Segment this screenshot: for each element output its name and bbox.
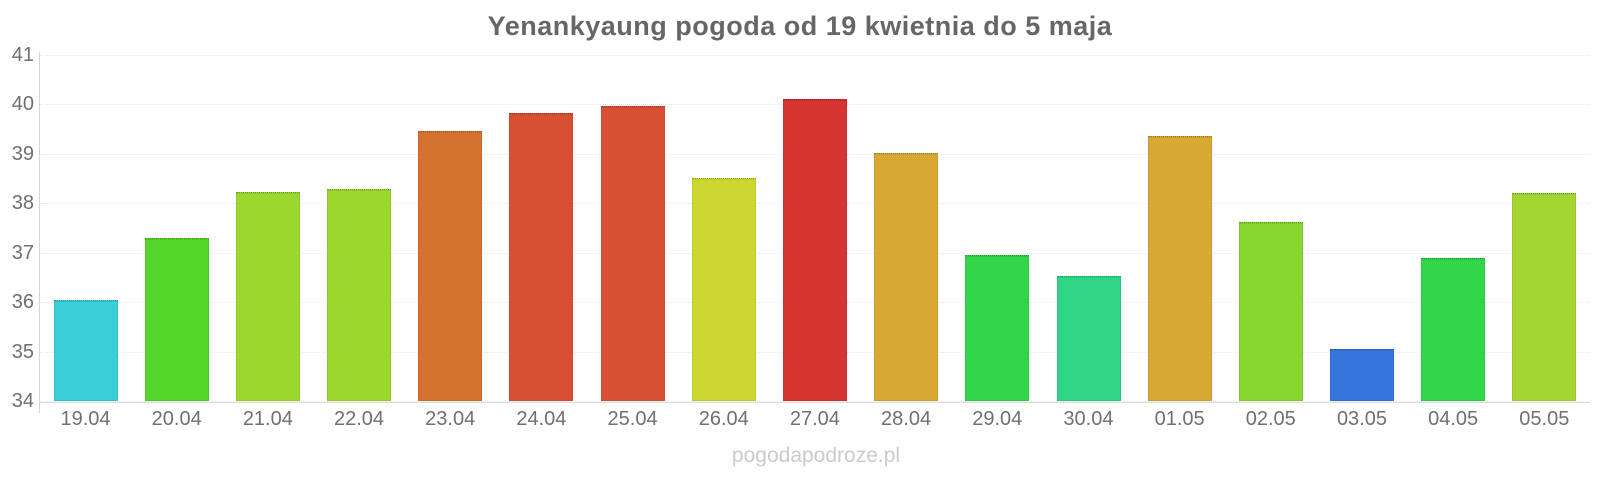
x-tick-label-19.04: 19.04 xyxy=(60,408,111,430)
bar-23.04[interactable] xyxy=(418,130,483,401)
x-tick-label-27.04: 27.04 xyxy=(789,408,840,430)
y-tick-label-41: 41 xyxy=(11,44,34,66)
x-tick-label-04.05: 04.05 xyxy=(1428,408,1479,430)
x-tick-label-28.04: 28.04 xyxy=(881,408,932,430)
x-tick-label-23.04: 23.04 xyxy=(425,408,476,430)
bar-01.05[interactable] xyxy=(1147,135,1212,401)
x-tick-label-24.04: 24.04 xyxy=(516,408,567,430)
watermark: pogodapodroze.pl xyxy=(731,444,901,467)
bar-25.04[interactable] xyxy=(600,106,665,401)
x-tick-label-26.04: 26.04 xyxy=(698,408,749,430)
y-tick-label-39: 39 xyxy=(11,142,34,165)
x-tick-label-03.05: 03.05 xyxy=(1336,408,1387,430)
x-tick-label-30.04: 30.04 xyxy=(1063,408,1114,430)
x-tick-label-29.04: 29.04 xyxy=(972,408,1023,430)
y-axis-line xyxy=(39,52,40,413)
x-tick-label-22.04: 22.04 xyxy=(333,408,385,430)
x-tick-label-02.05: 02.05 xyxy=(1245,408,1296,430)
bar-20.04[interactable] xyxy=(144,237,209,401)
bar-30.04[interactable] xyxy=(1056,276,1121,401)
y-tick-label-34: 34 xyxy=(11,390,34,412)
y-tick-label-38: 38 xyxy=(11,192,34,215)
bar-22.04[interactable] xyxy=(327,189,392,401)
bar-28.04[interactable] xyxy=(874,152,939,401)
y-tick-label-37: 37 xyxy=(11,241,34,264)
x-tick-label-01.05: 01.05 xyxy=(1154,408,1205,430)
x-axis-line xyxy=(40,402,1590,403)
bar-21.04[interactable] xyxy=(235,192,300,401)
bar-27.04[interactable] xyxy=(783,99,847,401)
x-tick-label-21.04: 21.04 xyxy=(242,408,293,430)
y-tick-label-36: 36 xyxy=(11,291,34,314)
x-tick-label-20.04: 20.04 xyxy=(151,408,202,430)
bar-19.04[interactable] xyxy=(53,299,118,401)
gridline-41 xyxy=(40,55,1590,56)
gridline-34 xyxy=(40,401,1590,402)
x-tick-label-05.05: 05.05 xyxy=(1519,408,1570,430)
bar-24.04[interactable] xyxy=(509,113,574,401)
bar-29.04[interactable] xyxy=(965,255,1030,401)
bar-04.05[interactable] xyxy=(1421,257,1486,401)
bar-02.05[interactable] xyxy=(1238,222,1303,401)
bar-03.05[interactable] xyxy=(1330,349,1395,401)
y-tick-label-35: 35 xyxy=(11,340,34,363)
y-tick-label-40: 40 xyxy=(11,93,34,116)
x-tick-label-25.04: 25.04 xyxy=(607,408,658,430)
chart-title: Yenankyaung pogoda od 19 kwietnia do 5 m… xyxy=(487,11,1113,41)
bar-05.05[interactable] xyxy=(1512,193,1577,401)
bar-26.04[interactable] xyxy=(691,177,756,401)
